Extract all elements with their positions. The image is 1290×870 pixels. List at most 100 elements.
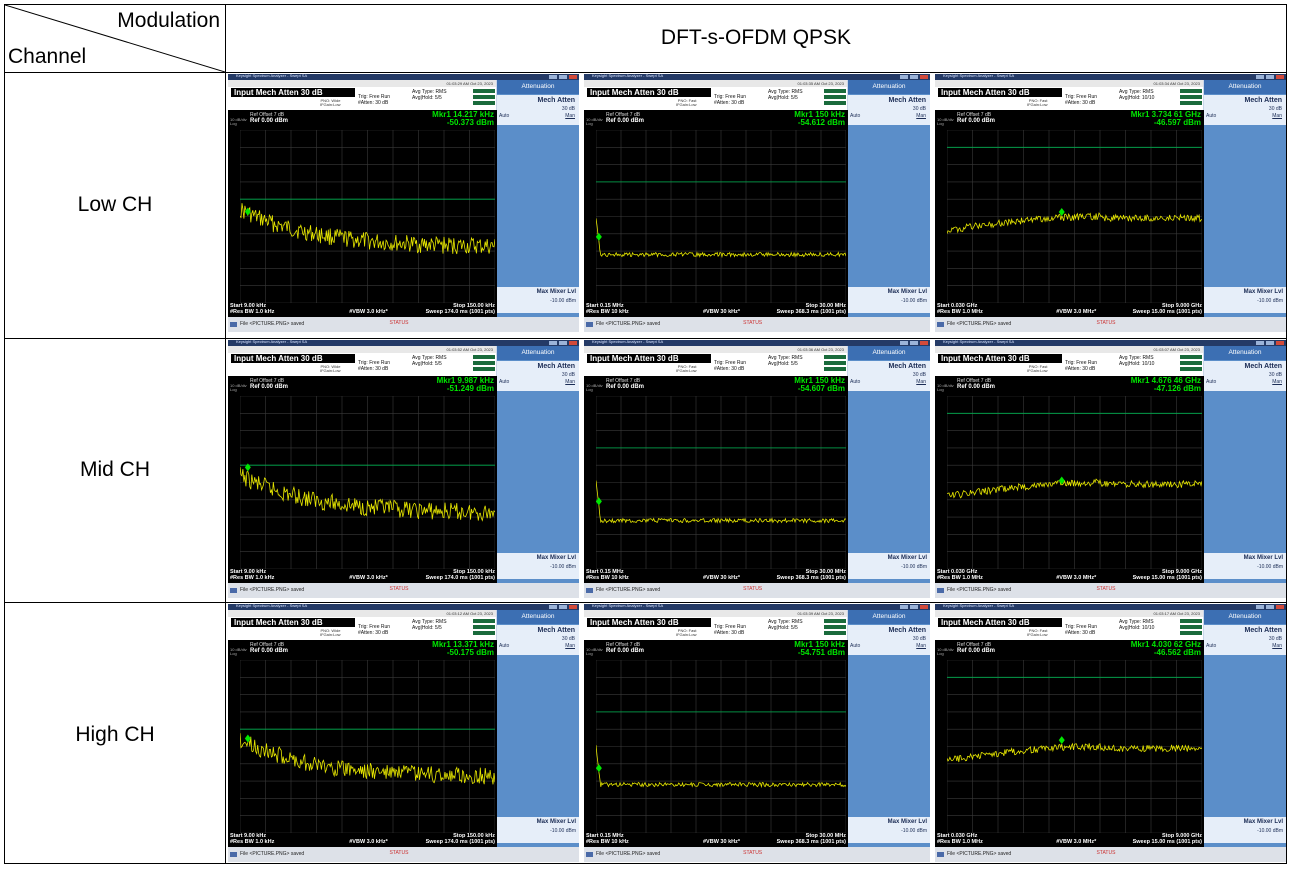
minimize-icon[interactable] — [549, 605, 557, 609]
attenuation-softkey[interactable]: Attenuation — [497, 346, 579, 360]
status-key[interactable]: STATUS — [389, 586, 409, 592]
max-mixer-softkey[interactable]: Max Mixer Lvl -10.00 dBm — [1204, 553, 1286, 579]
max-mixer-softkey[interactable]: Max Mixer Lvl -10.00 dBm — [848, 553, 930, 579]
minimize-icon[interactable] — [900, 605, 908, 609]
avg-type: Avg Type: RMS — [412, 355, 447, 361]
status-key[interactable]: STATUS — [743, 320, 763, 326]
mech-atten-softkey[interactable]: Mech Atten 30 dB Auto Man — [497, 361, 579, 391]
trace-cell — [473, 631, 495, 635]
status-key[interactable]: STATUS — [743, 586, 763, 592]
close-icon[interactable] — [920, 341, 928, 345]
atten-label: #Atten: 30 dB — [1065, 365, 1096, 372]
minimize-icon[interactable] — [900, 75, 908, 79]
maximize-icon[interactable] — [910, 341, 918, 345]
mech-atten-softkey[interactable]: Mech Atten 30 dB Auto Man — [1204, 95, 1286, 125]
attenuation-softkey[interactable]: Attenuation — [848, 610, 930, 624]
menu-bar: 01:03:12 AM Oct 23, 2023 — [228, 610, 497, 617]
marker-level: -51.249 dBm — [446, 384, 494, 393]
close-icon[interactable] — [1276, 75, 1284, 79]
spectrum-analyzer-screenshot: Keysight Spectrum Analyzer - Swept SA 01:… — [935, 604, 1286, 862]
status-key[interactable]: STATUS — [743, 850, 763, 856]
maximize-icon[interactable] — [910, 75, 918, 79]
avg-hold: Avg|Hold: 5/5 — [768, 94, 798, 101]
minimize-icon[interactable] — [900, 341, 908, 345]
max-mixer-softkey[interactable]: Max Mixer Lvl -10.00 dBm — [848, 817, 930, 843]
marker-frequency: Mkr1 150 kHz — [794, 376, 845, 385]
close-icon[interactable] — [569, 341, 577, 345]
max-mixer-softkey[interactable]: Max Mixer Lvl -10.00 dBm — [497, 287, 579, 313]
stop-frequency: Stop 9.000 GHz — [1161, 833, 1202, 839]
auto-label: Auto — [850, 113, 861, 119]
status-key[interactable]: STATUS — [1096, 586, 1116, 592]
attenuation-softkey[interactable]: Attenuation — [848, 346, 930, 360]
minimize-icon[interactable] — [1256, 75, 1264, 79]
status-key[interactable]: STATUS — [389, 850, 409, 856]
mech-atten-softkey[interactable]: Mech Atten 30 dB Auto Man — [848, 95, 930, 125]
max-mixer-softkey[interactable]: Max Mixer Lvl -10.00 dBm — [497, 817, 579, 843]
maximize-icon[interactable] — [910, 605, 918, 609]
marker-readout: Mkr1 4.030 62 GHz -46.562 dBm — [1131, 641, 1201, 657]
reference-info: Ref Offset 7 dB Ref 0.00 dBm — [957, 378, 995, 390]
menu-bar: 01:03:39 AM Oct 23, 2023 — [584, 610, 848, 617]
max-mixer-softkey[interactable]: Max Mixer Lvl -10.00 dBm — [497, 553, 579, 579]
file-icon — [937, 852, 944, 857]
status-key[interactable]: STATUS — [389, 320, 409, 326]
input-mech-atten: Input Mech Atten 30 dB — [587, 354, 711, 363]
status-key[interactable]: STATUS — [1096, 320, 1116, 326]
minimize-icon[interactable] — [549, 341, 557, 345]
close-icon[interactable] — [569, 605, 577, 609]
mech-atten-softkey[interactable]: Mech Atten 30 dB Auto Man — [497, 625, 579, 655]
marker-diamond — [596, 232, 602, 241]
attenuation-softkey[interactable]: Attenuation — [848, 80, 930, 94]
minimize-icon[interactable] — [1256, 605, 1264, 609]
reference-info: Ref Offset 7 dB Ref 0.00 dBm — [606, 642, 644, 654]
measurement-info-bar: Input Mech Atten 30 dB PNO: Fast IFGain:Lo… — [584, 353, 848, 376]
max-mixer-softkey[interactable]: Max Mixer Lvl -10.00 dBm — [848, 287, 930, 313]
softkey-panel: Attenuation Mech Atten 30 dB Auto Man Max Mix… — [847, 346, 930, 583]
average-info: Avg Type: RMS Avg|Hold: 5/5 — [412, 619, 447, 631]
auto-label: Auto — [1206, 113, 1217, 119]
maximize-icon[interactable] — [1266, 75, 1274, 79]
minimize-icon[interactable] — [1256, 341, 1264, 345]
close-icon[interactable] — [1276, 341, 1284, 345]
sweep-time: Sweep 174.0 ms (1001 pts) — [425, 309, 495, 315]
close-icon[interactable] — [920, 605, 928, 609]
avg-type: Avg Type: RMS — [1119, 619, 1154, 625]
header-mode-title: DFT-s-OFDM QPSK — [660, 26, 852, 49]
maximize-icon[interactable] — [559, 605, 567, 609]
close-icon[interactable] — [920, 75, 928, 79]
attenuation-softkey[interactable]: Attenuation — [1204, 80, 1286, 94]
maximize-icon[interactable] — [1266, 605, 1274, 609]
mech-atten-softkey[interactable]: Mech Atten 30 dB Auto Man — [848, 361, 930, 391]
max-mixer-softkey[interactable]: Max Mixer Lvl -10.00 dBm — [1204, 817, 1286, 843]
pno-ifgain: PNO: Fast IFGain:Low — [676, 364, 696, 374]
trace-indicator — [473, 619, 495, 637]
status-key[interactable]: STATUS — [1096, 850, 1116, 856]
maximize-icon[interactable] — [559, 341, 567, 345]
attenuation-softkey[interactable]: Attenuation — [1204, 610, 1286, 624]
mech-atten-softkey[interactable]: Mech Atten 30 dB Auto Man — [848, 625, 930, 655]
close-icon[interactable] — [569, 75, 577, 79]
man-label: Man — [1272, 643, 1282, 649]
maximize-icon[interactable] — [559, 75, 567, 79]
attenuation-softkey[interactable]: Attenuation — [497, 610, 579, 624]
mech-atten-softkey[interactable]: Mech Atten 30 dB Auto Man — [497, 95, 579, 125]
table-row-divider — [4, 602, 1287, 603]
mech-atten-softkey[interactable]: Mech Atten 30 dB Auto Man — [1204, 361, 1286, 391]
window-titlebar: Keysight Spectrum Analyzer - Swept SA — [935, 340, 1286, 346]
file-icon — [586, 852, 593, 857]
trace-cell — [1180, 625, 1202, 629]
row-label-low: Low CH — [77, 193, 153, 216]
mech-atten-softkey[interactable]: Mech Atten 30 dB Auto Man — [1204, 625, 1286, 655]
max-mixer-softkey[interactable]: Max Mixer Lvl -10.00 dBm — [1204, 287, 1286, 313]
close-icon[interactable] — [1276, 605, 1284, 609]
trace-line — [947, 478, 1202, 499]
maximize-icon[interactable] — [1266, 341, 1274, 345]
minimize-icon[interactable] — [549, 75, 557, 79]
ref-level: Ref 0.00 dBm — [606, 118, 645, 124]
avg-hold: Avg|Hold: 5/5 — [412, 360, 442, 367]
attenuation-softkey[interactable]: Attenuation — [497, 80, 579, 94]
timestamp: 01:03:39 AM Oct 23, 2023 — [797, 611, 844, 616]
spectrum-trace-svg — [947, 660, 1202, 833]
attenuation-softkey[interactable]: Attenuation — [1204, 346, 1286, 360]
